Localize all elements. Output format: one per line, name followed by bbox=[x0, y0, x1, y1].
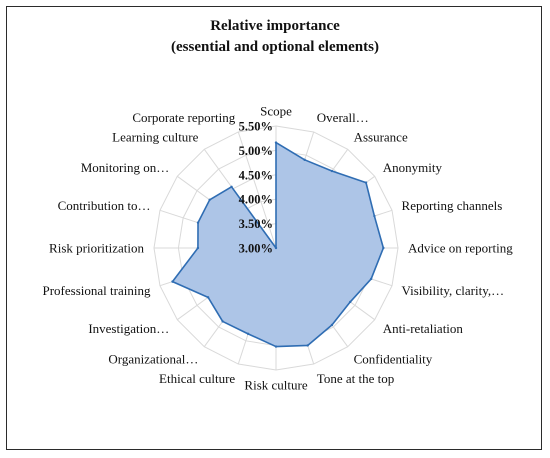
data-point bbox=[221, 320, 224, 323]
category-label: Learning culture bbox=[112, 130, 198, 145]
radial-tick-label: 5.50% bbox=[239, 120, 273, 134]
category-label: Organizational… bbox=[108, 351, 198, 366]
radial-tick-label: 3.00% bbox=[239, 242, 273, 256]
category-label: Ethical culture bbox=[159, 371, 235, 386]
data-point bbox=[171, 280, 174, 283]
data-point bbox=[303, 158, 306, 162]
data-point bbox=[274, 345, 278, 348]
category-label: Reporting channels bbox=[402, 198, 503, 213]
chart-subtitle: (essential and optional elements) bbox=[171, 39, 379, 55]
data-point bbox=[206, 296, 210, 299]
data-point bbox=[330, 323, 334, 327]
category-label: Anti-retaliation bbox=[383, 321, 464, 336]
data-point bbox=[349, 300, 352, 304]
grid-spoke bbox=[237, 131, 277, 249]
category-label: Advice on reporting bbox=[408, 241, 513, 256]
category-label: Confidentiality bbox=[354, 351, 433, 366]
chart-frame bbox=[6, 6, 542, 450]
data-point bbox=[196, 246, 200, 250]
data-point bbox=[246, 332, 250, 336]
category-label: Overall… bbox=[317, 110, 369, 125]
category-label: Contribution to… bbox=[58, 198, 151, 213]
data-point bbox=[196, 221, 200, 224]
category-label: Investigation… bbox=[88, 321, 169, 336]
category-label: Risk culture bbox=[244, 378, 307, 393]
data-point bbox=[208, 198, 211, 202]
radial-tick-labels: 3.00% 3.50% 4.00% 4.50% 5.00% 5.50% bbox=[239, 120, 273, 256]
category-labels: Scope Overall… Assurance Anonymity Reporting… bbox=[42, 104, 513, 393]
data-point bbox=[382, 246, 385, 250]
category-label: Risk prioritization bbox=[49, 241, 144, 256]
radial-tick-label: 3.50% bbox=[239, 217, 273, 231]
category-label: Monitoring on… bbox=[81, 160, 169, 175]
data-point bbox=[330, 169, 334, 173]
category-label: Anonymity bbox=[383, 160, 443, 175]
radial-tick-label: 4.50% bbox=[239, 168, 273, 182]
category-label: Tone at the top bbox=[317, 371, 394, 386]
radial-tick-label: 4.00% bbox=[239, 193, 273, 207]
data-point bbox=[306, 344, 309, 347]
category-label: Corporate reporting bbox=[132, 110, 235, 125]
chart-title: Relative importance bbox=[210, 18, 340, 34]
data-point bbox=[364, 181, 368, 184]
data-point bbox=[230, 185, 233, 189]
data-point bbox=[274, 141, 278, 144]
category-label: Visibility, clarity,… bbox=[402, 283, 505, 298]
category-label: Professional training bbox=[42, 283, 150, 298]
data-point bbox=[274, 246, 278, 250]
category-label: Assurance bbox=[354, 130, 408, 145]
data-point bbox=[373, 214, 376, 218]
radial-tick-label: 5.00% bbox=[239, 144, 273, 158]
radar-series bbox=[171, 141, 385, 348]
series-area bbox=[171, 141, 385, 348]
category-label: Scope bbox=[260, 104, 292, 119]
data-point bbox=[369, 277, 373, 281]
